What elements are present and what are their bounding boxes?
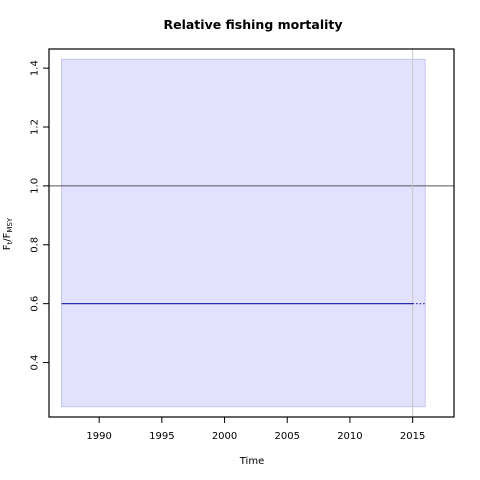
y-axis-label: Ft/FMSY <box>2 217 14 250</box>
y-axis: 0.4 0.6 0.8 1.0 1.2 1.4 <box>29 60 50 371</box>
y-tick-label: 0.8 <box>30 237 41 253</box>
x-axis-label: Time <box>239 456 264 467</box>
y-tick-label: 0.4 <box>30 355 41 371</box>
y-tick-label: 1.0 <box>30 178 41 194</box>
x-tick-label: 2010 <box>337 431 362 442</box>
confidence-band <box>61 58 426 408</box>
x-tick-label: 2015 <box>400 431 425 442</box>
x-tick-label: 1990 <box>86 431 111 442</box>
x-axis: 1990 1995 2000 2005 2010 2015 <box>86 416 425 442</box>
x-tick-label: 2005 <box>275 431 300 442</box>
y-tick-label: 1.2 <box>29 119 40 135</box>
chart-title: Relative fishing mortality <box>163 17 342 32</box>
y-tick-label: 0.6 <box>30 296 41 312</box>
x-tick-label: 1995 <box>149 431 174 442</box>
x-tick-label: 2000 <box>212 431 237 442</box>
y-tick-label: 1.4 <box>30 60 41 76</box>
plot-border <box>48 48 455 418</box>
plot-area <box>49 49 454 417</box>
